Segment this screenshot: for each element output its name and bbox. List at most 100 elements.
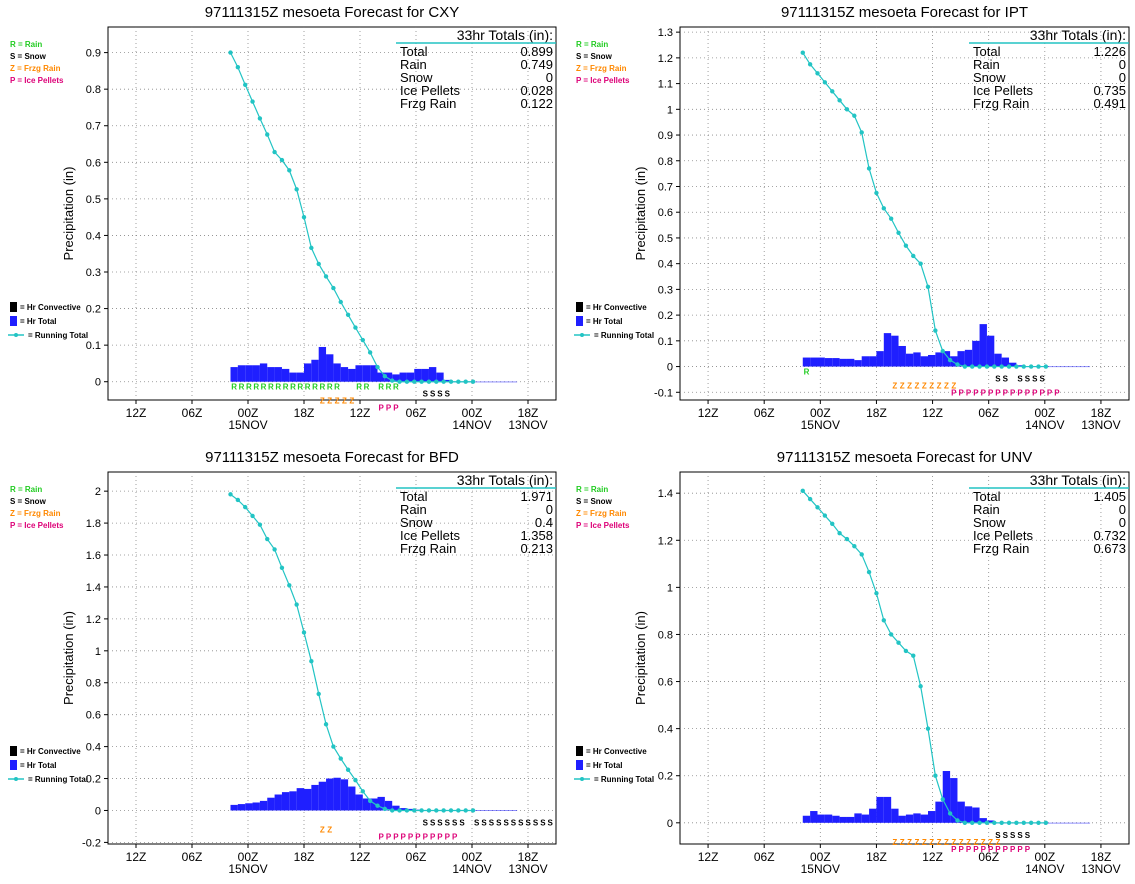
ptype-s-mark: S (1025, 831, 1031, 840)
x-tick-label: 12Z (350, 850, 371, 864)
hr-total-bar (348, 786, 356, 811)
x-tick-label: 00Z (238, 850, 259, 864)
totals-value: 1.358 (520, 528, 553, 543)
hr-total-bar (846, 358, 855, 367)
totals-label: Ice Pellets (400, 83, 460, 98)
hr-total-bar (928, 811, 936, 823)
hr-total-bar (869, 356, 877, 367)
x-tick-label: 12Z (698, 850, 719, 864)
totals-value: 0.749 (520, 57, 553, 72)
hr-total-bar (986, 335, 995, 367)
legend-running-total-swatch (580, 333, 584, 337)
y-tick-label: 1.3 (658, 27, 673, 39)
running-total-point (309, 658, 314, 664)
x-tick-label: 00Z (1034, 406, 1055, 420)
legend-rain: R = Rain (576, 40, 608, 49)
running-total-point (345, 312, 351, 317)
hr-total-bar (832, 815, 840, 823)
x-tick-label: 06Z (406, 406, 427, 420)
running-total-point (888, 632, 894, 637)
x-date-label: 13NOV (1081, 862, 1120, 876)
ptype-s-mark: S (1040, 375, 1046, 384)
totals-label: Snow (973, 515, 1006, 530)
x-date-label: 13NOV (1081, 418, 1120, 432)
legend-hr-convective-swatch (576, 746, 583, 756)
running-total-point (367, 798, 373, 804)
hr-total-bar (392, 805, 400, 811)
hr-total-bar (861, 356, 870, 367)
ptype-s-mark: S (481, 818, 487, 827)
running-total-point (250, 513, 255, 519)
y-tick-label: 1 (667, 104, 673, 116)
ptype-p-mark: P (423, 832, 429, 841)
hr-total-bar (281, 792, 290, 811)
legend-hr-total: = Hr Total (20, 317, 57, 326)
y-tick-label: 0.7 (86, 121, 101, 133)
ptype-p-mark: P (415, 832, 421, 841)
legend-rain: R = Rain (576, 485, 608, 494)
legend-hr-total: = Hr Total (586, 317, 623, 326)
x-date-label: 15NOV (801, 862, 840, 876)
totals-label: Total (400, 44, 428, 59)
legend-hr-total: = Hr Total (20, 761, 57, 770)
x-tick-label: 06Z (754, 406, 775, 420)
running-total-point (301, 214, 307, 220)
x-tick-label: 00Z (810, 406, 831, 420)
ptype-p-mark: P (1025, 389, 1031, 398)
running-total-point (272, 547, 277, 552)
ptype-r-mark: R (297, 383, 303, 392)
hr-total-bar (1001, 357, 1010, 367)
hr-total-bar (964, 806, 973, 823)
hr-total-bar (1009, 362, 1017, 367)
hr-total-bar (267, 797, 275, 811)
x-tick-label: 18Z (518, 406, 539, 420)
running-total-point (962, 364, 968, 369)
hr-total-bar (252, 365, 260, 382)
ptype-p-mark: P (951, 845, 957, 854)
legend-hr-total-swatch (576, 760, 583, 770)
x-date-label: 14NOV (452, 862, 491, 876)
ptype-r-mark: R (246, 383, 252, 392)
running-total-point (815, 71, 820, 76)
x-tick-label: 18Z (1091, 406, 1112, 420)
x-date-label: 14NOV (452, 418, 491, 432)
hr-total-bar (480, 381, 488, 383)
hr-total-bar (817, 814, 825, 823)
running-total-point (992, 820, 997, 826)
ptype-p-mark: P (1010, 389, 1016, 398)
ptype-p-mark: P (1010, 845, 1016, 854)
ptype-s-mark: S (445, 390, 451, 399)
hr-total-bar (502, 810, 510, 811)
running-total-point (1036, 820, 1041, 826)
running-total-point (434, 808, 439, 813)
legend-snow: S = Snow (576, 497, 613, 506)
ptype-p-mark: P (1025, 845, 1031, 854)
running-total-point (815, 505, 820, 510)
running-total-point (1014, 820, 1019, 826)
ptype-p-mark: P (401, 832, 407, 841)
y-tick-label: 0.3 (658, 284, 673, 296)
ptype-r-mark: R (356, 383, 362, 392)
totals-value: 0 (546, 70, 553, 85)
x-date-label: 15NOV (228, 862, 267, 876)
legend-snow: S = Snow (10, 497, 47, 506)
x-date-label: 15NOV (228, 418, 267, 432)
running-total-point (353, 325, 358, 330)
hr-total-bar (399, 372, 407, 382)
hr-total-bar (942, 351, 951, 367)
hr-total-bar (326, 778, 334, 811)
running-total-point (257, 116, 263, 121)
hr-total-bar (957, 351, 965, 367)
x-tick-label: 06Z (978, 406, 999, 420)
running-total-point (463, 808, 468, 813)
ptype-z-mark: Z (342, 397, 347, 406)
hr-total-bar (839, 816, 847, 823)
running-total-point (947, 811, 953, 816)
running-total-point (360, 789, 365, 794)
running-total-point (228, 492, 233, 497)
hr-total-bar (509, 381, 518, 383)
totals-value: 0.899 (520, 44, 553, 59)
legend-running-total-swatch (580, 777, 584, 781)
hr-total-bar (355, 794, 363, 811)
ptype-p-mark: P (958, 389, 964, 398)
